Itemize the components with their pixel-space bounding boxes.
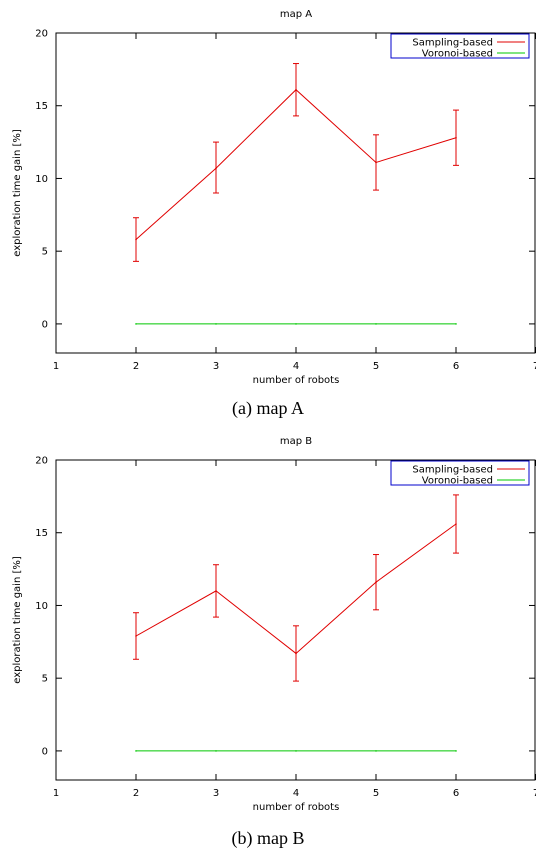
figure-panel-a: map A 0 5 10 15 20 1 2 3 4 5 6 7 number of robots expl… <box>12 9 536 418</box>
y-tick-label: 0 <box>42 746 48 757</box>
plot-frame <box>55 459 536 781</box>
x-tick-label: 5 <box>373 361 379 372</box>
legend-label: Voronoi-based <box>422 49 493 60</box>
x-tick-label: 2 <box>133 361 139 372</box>
y-tick-label: 10 <box>35 601 48 612</box>
x-axis-label: number of robots <box>253 802 340 813</box>
data-point <box>455 323 457 325</box>
x-tick-label: 1 <box>53 361 59 372</box>
y-axis-label: exploration time gain [%] <box>12 556 23 684</box>
data-point <box>135 323 137 325</box>
legend-box <box>390 33 530 59</box>
chart-map-b: map B 0 5 10 15 20 1 2 3 4 5 6 7 number of robots expl… <box>12 436 536 813</box>
caption-b: (b) map B <box>231 828 305 848</box>
legend-label: Voronoi-based <box>422 476 493 487</box>
data-point <box>215 750 217 752</box>
legend-label: Sampling-based <box>412 38 493 49</box>
y-tick-label: 5 <box>42 247 48 258</box>
data-point <box>215 323 217 325</box>
x-tick-label: 4 <box>293 361 299 372</box>
data-point <box>455 750 457 752</box>
y-tick-label: 15 <box>35 101 48 112</box>
y-tick-label: 20 <box>35 456 48 467</box>
x-tick-label: 4 <box>293 788 299 799</box>
data-point <box>295 750 297 752</box>
x-tick-label: 7 <box>533 788 536 799</box>
legend-label: Sampling-based <box>412 465 493 476</box>
y-axis-label: exploration time gain [%] <box>12 129 23 257</box>
x-tick-label: 6 <box>453 788 459 799</box>
legend-box <box>390 460 530 486</box>
y-tick-label: 0 <box>42 319 48 330</box>
x-tick-label: 7 <box>533 361 536 372</box>
data-point <box>295 323 297 325</box>
data-point <box>375 323 377 325</box>
x-tick-label: 3 <box>213 361 219 372</box>
y-tick-label: 5 <box>42 674 48 685</box>
data-point <box>135 750 137 752</box>
x-axis-label: number of robots <box>253 375 340 386</box>
x-tick-label: 1 <box>53 788 59 799</box>
x-tick-label: 5 <box>373 788 379 799</box>
chart-title: map A <box>280 9 312 20</box>
y-tick-label: 15 <box>35 528 48 539</box>
chart-map-a: map A 0 5 10 15 20 1 2 3 4 5 6 7 number of robots expl… <box>12 9 536 386</box>
x-tick-label: 3 <box>213 788 219 799</box>
data-point <box>375 750 377 752</box>
figure-panel-b: map B 0 5 10 15 20 1 2 3 4 5 6 7 number of robots expl… <box>0 427 536 854</box>
chart-title: map B <box>280 436 312 447</box>
y-tick-label: 10 <box>35 174 48 185</box>
x-tick-label: 6 <box>453 361 459 372</box>
caption-a: (a) map A <box>232 398 304 418</box>
x-tick-label: 2 <box>133 788 139 799</box>
y-tick-label: 20 <box>35 29 48 40</box>
